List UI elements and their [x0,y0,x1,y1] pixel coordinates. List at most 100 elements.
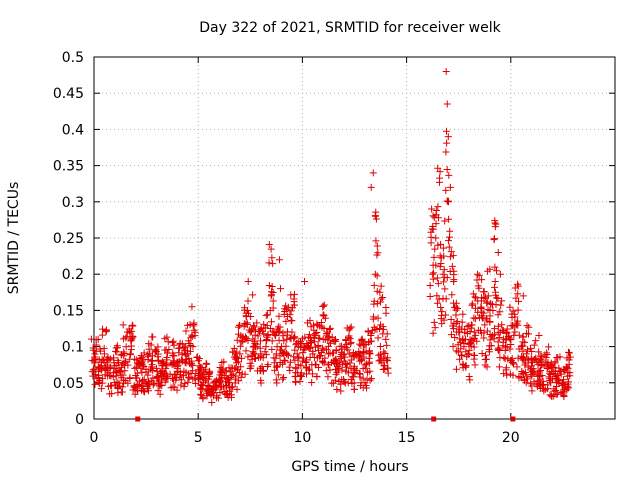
data-point [471,315,479,323]
data-point [498,297,506,305]
data-point [452,306,460,314]
data-point [464,350,472,358]
data-point [111,379,119,387]
data-point [491,277,499,285]
data-point [471,361,479,369]
data-point [467,324,475,332]
data-point [510,360,518,368]
data-point [470,351,478,359]
data-point [161,378,169,386]
data-point [358,335,366,343]
data-point [154,387,162,395]
data-point [565,384,573,392]
data-point [272,354,280,362]
zero-marker [510,416,516,422]
data-point [92,336,100,344]
data-point [452,347,460,355]
data-point [151,347,159,355]
data-point [339,351,347,359]
data-point [487,300,495,308]
data-point [326,366,334,374]
data-point [173,359,181,367]
data-point [444,197,452,205]
data-point [274,371,282,379]
data-point [332,356,340,364]
data-point [338,345,346,353]
data-point [353,351,361,359]
x-tick-label: 0 [90,430,99,446]
data-point [173,386,181,394]
data-point [552,387,560,395]
data-point [159,361,167,369]
data-point [366,376,374,384]
data-point [541,386,549,394]
data-point [198,364,206,372]
data-point [441,217,449,225]
data-point [552,390,560,398]
data-point [203,360,211,368]
data-point [383,341,391,349]
data-point [477,303,485,311]
data-point [457,345,465,353]
data-point [286,358,294,366]
data-point [486,318,494,326]
data-point [453,328,461,336]
data-point [233,354,241,362]
data-point [379,366,387,374]
data-point [432,261,440,269]
data-point [89,346,97,354]
data-point [210,389,218,397]
data-point [252,354,260,362]
data-point [257,324,265,332]
data-point [491,219,499,227]
data-point [300,277,308,285]
data-point [262,336,270,344]
data-point [430,318,438,326]
data-point [359,374,367,382]
data-point [343,363,351,371]
data-point [235,377,243,385]
data-point [367,332,375,340]
data-point [471,304,479,312]
data-point [140,375,148,383]
data-point [501,347,509,355]
data-point [515,374,523,382]
data-point [492,267,500,275]
data-point [524,346,532,354]
data-point [268,337,276,345]
data-point [320,311,328,319]
data-point [162,356,170,364]
data-point [249,343,257,351]
data-point [507,341,515,349]
data-point [446,183,454,191]
data-point [382,335,390,343]
data-point [91,353,99,361]
y-tick-label: 0 [75,412,84,428]
data-point [283,350,291,358]
data-point [184,347,192,355]
data-point [315,364,323,372]
data-point [449,252,457,260]
data-point [483,327,491,335]
data-point [169,351,177,359]
data-point [511,328,519,336]
data-point [94,363,102,371]
data-point [218,369,226,377]
data-point [119,371,127,379]
data-point [514,317,522,325]
data-point [448,262,456,270]
data-point [371,270,379,278]
data-point [368,375,376,383]
data-point [127,342,135,350]
data-point [98,365,106,373]
data-point [244,336,252,344]
data-point [119,383,127,391]
data-point [514,306,522,314]
data-point [296,377,304,385]
data-point [468,301,476,309]
data-point [561,367,569,375]
data-point [376,298,384,306]
data-point [333,358,341,366]
data-point [181,358,189,366]
data-point [121,367,129,375]
